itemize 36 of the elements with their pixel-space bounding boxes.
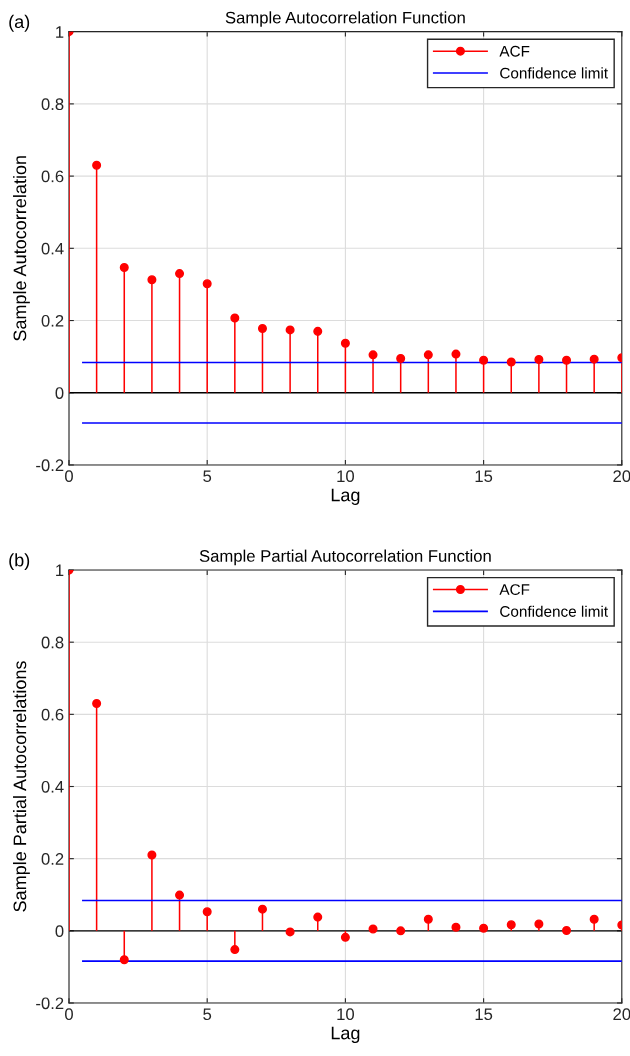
y-tick-label: 0.8 [41,636,64,649]
y-tick-label: 0 [55,925,64,938]
y-axis-title: Sample Autocorrelation [13,156,30,341]
x-tick-label: 5 [203,1008,212,1021]
x-tick-label: 0 [65,470,73,483]
x-tick-label: 10 [337,470,355,483]
y-tick-label: 0.6 [41,170,64,183]
x-tick-label: 5 [203,470,212,483]
y-tick-label: 0.4 [41,780,64,793]
y-axis-title: Sample Partial Autocorrelations [13,661,30,912]
y-tick-label: 1 [56,564,64,577]
x-tick-label: 20 [613,470,630,483]
x-tick-label: 15 [475,1008,493,1021]
x-tick-label: 20 [613,1008,630,1021]
y-tick-label: 0.4 [41,242,64,255]
legend-label: Confidence limit [500,67,608,79]
y-tick-label: 1 [56,26,64,38]
y-tick-label: 0 [55,387,64,399]
legend-label: ACF [499,584,530,595]
text: (b) [9,553,30,571]
y-tick-label: 0.6 [41,708,64,721]
x-tick-label: 10 [337,1008,355,1021]
y-tick-label: 0.8 [41,98,64,111]
x-tick-label: 15 [475,470,493,483]
legend-label: Confidence limit [500,605,608,617]
y-tick-label: 0.2 [41,853,64,865]
text: (a) [9,14,30,32]
x-tick-label: 0 [65,1008,73,1021]
y-tick-label: 0.2 [41,314,64,327]
x-axis-title: Lag [331,488,360,505]
y-tick-label: -0.2 [36,459,64,472]
chart-title: Sample Partial Autocorrelation Function [199,549,491,566]
y-tick-label: -0.2 [36,997,64,1010]
x-axis-title: Lag [331,1026,360,1043]
legend-label: ACF [499,45,530,57]
chart-title: Sample Autocorrelation Function [225,11,465,27]
